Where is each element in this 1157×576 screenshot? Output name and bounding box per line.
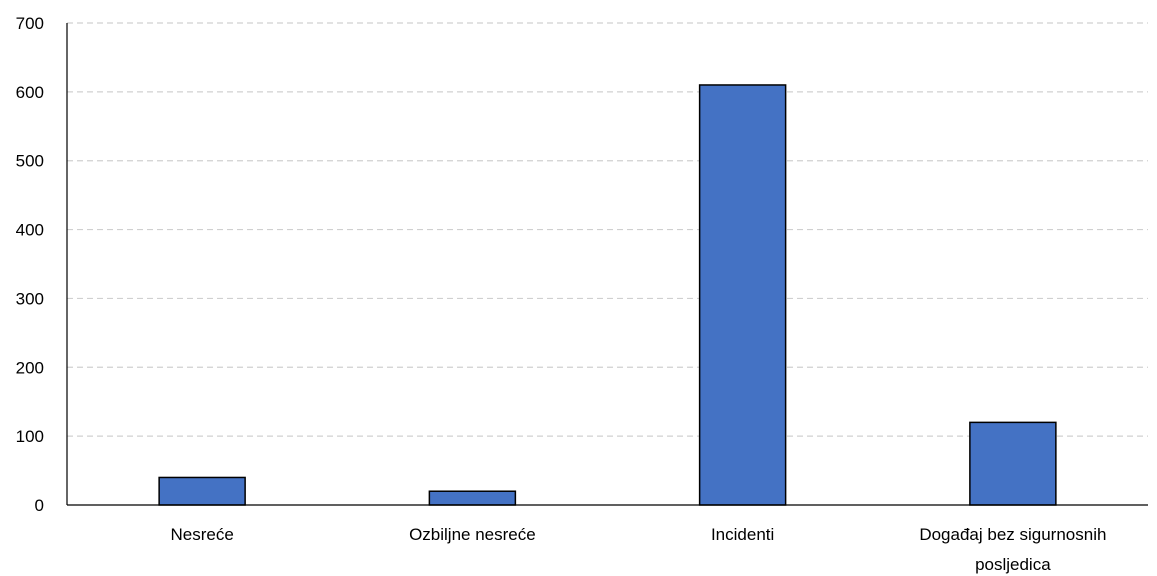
x-category-label: Ozbiljne nesreće [409, 525, 536, 544]
x-category-labels: Nesreće Ozbiljne nesreće Incidenti Događaj … [170, 525, 1106, 574]
bar [969, 421, 1057, 506]
y-tick-label: 700 [16, 14, 44, 33]
y-tick-label: 300 [16, 289, 44, 308]
bar [428, 490, 517, 506]
y-tick-label: 400 [16, 221, 44, 240]
y-tick-label: 0 [35, 496, 44, 515]
gridlines [67, 22, 1148, 437]
x-category-label: Incidenti [711, 525, 774, 544]
x-category-label: Nesreće [170, 525, 233, 544]
bar [158, 476, 246, 506]
bars [158, 84, 1057, 506]
axes [66, 23, 1148, 506]
x-category-label: Događaj bez sigurnosnih [919, 525, 1106, 544]
y-tick-label: 200 [16, 358, 44, 377]
y-tick-labels: 0 100 200 300 400 500 600 700 [16, 14, 44, 515]
y-tick-label: 500 [16, 152, 44, 171]
x-category-label: posljedica [975, 555, 1051, 574]
y-tick-label: 100 [16, 427, 44, 446]
y-tick-label: 600 [16, 83, 44, 102]
bar [698, 84, 787, 506]
